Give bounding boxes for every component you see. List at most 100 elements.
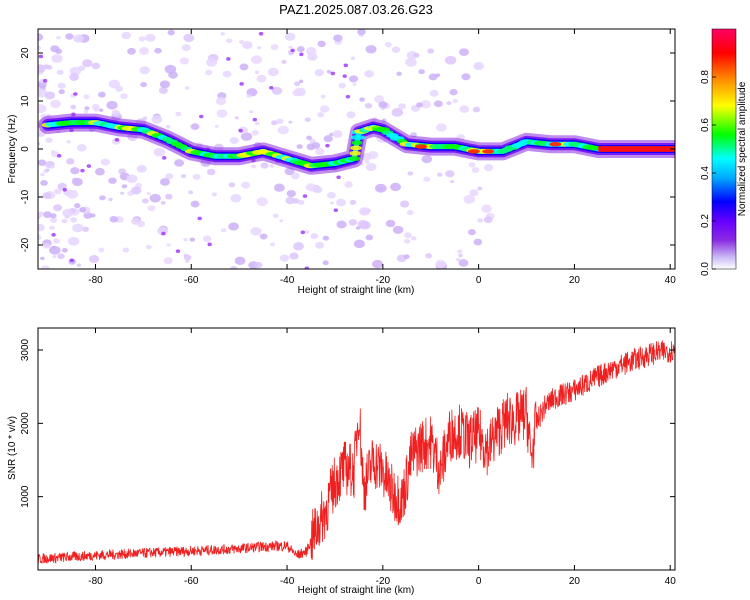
noise-blob <box>180 174 187 179</box>
noise-blob <box>467 229 476 236</box>
ridge-hotspot <box>549 142 562 147</box>
noise-blob <box>215 97 227 106</box>
noise-blob <box>166 243 171 247</box>
noise-blob <box>69 66 81 76</box>
noise-blob <box>297 199 305 205</box>
noise-blob <box>188 190 194 195</box>
noise-blob <box>138 36 146 42</box>
noise-blob <box>42 192 52 199</box>
noise-blob <box>100 158 111 166</box>
noise-blob <box>184 86 190 90</box>
noise-blob <box>158 86 168 94</box>
colorbar-label: Normalized spectral amplitude <box>737 81 748 216</box>
noise-blob <box>277 125 289 135</box>
noise-blob-strong <box>269 85 274 90</box>
noise-blob <box>246 93 252 98</box>
noise-blob <box>79 207 87 213</box>
noise-blob <box>230 194 242 203</box>
snr-ytick-label: 1000 <box>20 485 31 508</box>
ridge-blob <box>349 150 361 156</box>
noise-blob <box>40 173 45 177</box>
noise-blob <box>288 120 293 124</box>
noise-blob <box>38 223 45 232</box>
noise-blob <box>291 172 300 180</box>
noise-blob <box>175 111 182 117</box>
noise-blob <box>286 189 296 198</box>
spectrogram-xtick-label: -40 <box>280 275 295 286</box>
noise-blob <box>131 186 142 195</box>
noise-blob-strong <box>239 82 244 86</box>
snr-ytick-label: 3000 <box>20 338 31 361</box>
snr-ticks: -80 -60 -40 -20 0 20 40 1000 2000 3000 <box>20 328 676 587</box>
noise-blob <box>364 159 370 164</box>
noise-blob <box>56 35 61 40</box>
noise-blob <box>251 129 259 136</box>
noise-blob <box>315 241 325 249</box>
noise-blob-strong <box>42 78 48 83</box>
noise-blob <box>50 99 61 109</box>
noise-blob <box>228 222 239 231</box>
noise-blob <box>139 66 150 75</box>
noise-blob <box>273 183 285 192</box>
noise-blob <box>270 44 279 51</box>
noise-blob <box>108 197 113 202</box>
noise-blob <box>53 238 61 244</box>
noise-blob <box>391 46 401 53</box>
noise-blob <box>228 182 236 188</box>
noise-blob <box>66 158 75 165</box>
spectrogram-ytick-label: -10 <box>20 189 31 204</box>
ridge-blob <box>351 140 363 146</box>
noise-blob <box>220 32 225 36</box>
noise-blob <box>190 123 200 131</box>
noise-blob-strong <box>299 52 304 57</box>
noise-blob <box>391 107 404 117</box>
noise-blob <box>206 168 216 176</box>
noise-blob <box>76 144 87 152</box>
noise-blob <box>484 164 494 172</box>
noise-blob <box>259 233 268 240</box>
noise-blob <box>317 40 326 48</box>
noise-blob <box>52 254 57 258</box>
noise-blob <box>329 132 334 137</box>
noise-blob <box>396 71 402 76</box>
spectrogram-ytick-label: 20 <box>20 47 31 59</box>
snr-frame <box>37 327 676 571</box>
noise-blob <box>159 80 171 89</box>
colorbar-tick-label: 0.0 <box>700 262 711 276</box>
noise-blob <box>359 208 368 215</box>
noise-blob <box>392 225 404 234</box>
noise-blob <box>461 73 471 81</box>
noise-blob <box>293 81 301 87</box>
noise-blob <box>471 167 480 174</box>
noise-blob <box>226 38 233 44</box>
noise-blob-strong <box>51 233 56 237</box>
noise-blob-strong <box>333 208 339 212</box>
colorbar-frame <box>711 28 737 270</box>
noise-blob <box>211 192 217 197</box>
noise-blob <box>398 103 407 110</box>
noise-blob <box>147 205 156 212</box>
spectrogram-xtick-label: 40 <box>665 275 677 286</box>
noise-blob <box>304 117 311 122</box>
noise-blob <box>423 176 431 182</box>
noise-blob <box>106 100 118 110</box>
noise-blob <box>425 253 432 259</box>
noise-blob <box>249 110 254 114</box>
noise-blob <box>43 64 50 70</box>
noise-blob-strong <box>300 230 305 235</box>
noise-blob <box>458 259 469 267</box>
noise-blob <box>62 208 74 218</box>
noise-blob <box>403 254 410 259</box>
noise-blob-strong <box>161 231 166 236</box>
noise-blob <box>142 198 149 204</box>
noise-blob <box>254 70 260 75</box>
spectrogram-xlabel: Height of straight line (km) <box>298 285 415 296</box>
noise-blob <box>38 45 42 51</box>
noise-blob <box>477 186 483 191</box>
snr-xtick-label: -60 <box>184 576 199 587</box>
noise-blob <box>43 211 52 219</box>
noise-blob <box>296 46 305 53</box>
noise-blob <box>357 220 369 229</box>
noise-blob <box>257 46 262 50</box>
